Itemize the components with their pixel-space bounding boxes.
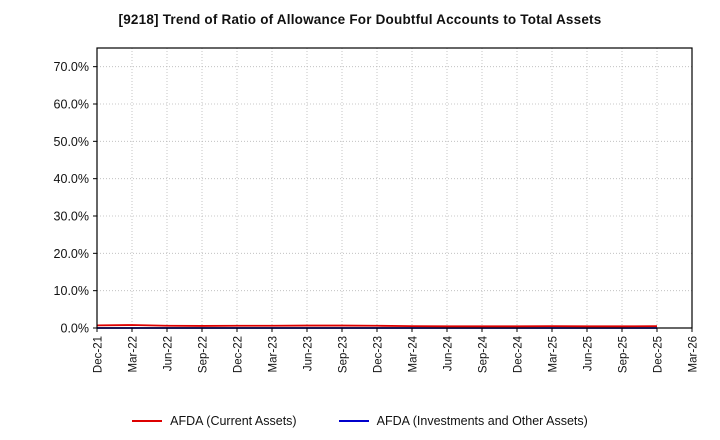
y-tick-label: 20.0% xyxy=(54,247,89,261)
plot-border xyxy=(96,47,693,329)
chart-title: [9218] Trend of Ratio of Allowance For D… xyxy=(118,12,602,27)
legend-label: AFDA (Current Assets) xyxy=(170,414,297,428)
x-tick-label: Mar-23 xyxy=(268,336,280,372)
legend-line-blue-icon xyxy=(338,420,369,422)
x-tick-label: Mar-24 xyxy=(408,335,420,372)
x-tick-label: Mar-26 xyxy=(688,336,700,372)
y-tick-label: 60.0% xyxy=(54,98,89,112)
legend-item-investments: AFDA (Investments and Other Assets) xyxy=(338,414,588,428)
x-tick-label: Dec-24 xyxy=(513,335,525,373)
x-tick-label: Jun-24 xyxy=(443,335,455,371)
y-tick-label: 40.0% xyxy=(54,172,89,186)
x-tick-label: Dec-23 xyxy=(373,336,385,373)
x-tick-label: Sep-25 xyxy=(618,336,630,373)
x-tick-label: Sep-24 xyxy=(478,335,490,373)
y-tick-label: 0.0% xyxy=(61,322,90,336)
x-tick-label: Sep-23 xyxy=(338,336,350,373)
legend-label: AFDA (Investments and Other Assets) xyxy=(376,414,588,428)
y-tick-label: 10.0% xyxy=(54,284,89,298)
x-tick-label: Jun-22 xyxy=(163,336,175,371)
legend-item-current-assets: AFDA (Current Assets) xyxy=(132,414,297,428)
x-tick-label: Dec-25 xyxy=(653,336,665,373)
x-tick-label: Jun-25 xyxy=(583,336,595,371)
x-tick-label: Jun-23 xyxy=(303,336,315,371)
x-tick-label: Dec-22 xyxy=(233,336,245,373)
x-tick-label: Sep-22 xyxy=(198,336,210,373)
x-tick-label: Dec-21 xyxy=(93,336,105,373)
x-tick-label: Mar-25 xyxy=(548,336,560,372)
x-tick-label: Mar-22 xyxy=(128,336,140,372)
y-tick-label: 70.0% xyxy=(54,60,89,74)
y-tick-label: 30.0% xyxy=(54,210,89,224)
y-tick-label: 50.0% xyxy=(54,135,89,149)
series-line xyxy=(96,324,658,328)
legend: AFDA (Current Assets) AFDA (Investments … xyxy=(0,414,720,428)
legend-line-red-icon xyxy=(132,420,163,422)
